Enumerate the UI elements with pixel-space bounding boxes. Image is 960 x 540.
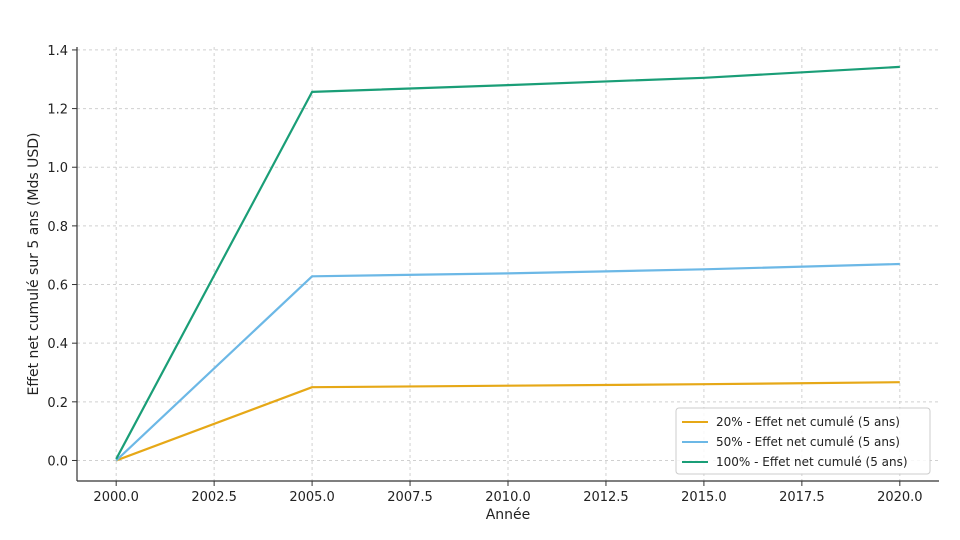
y-tick-label: 0.0: [47, 454, 68, 469]
grid: [77, 47, 939, 481]
x-tick-label: 2000.0: [93, 490, 139, 505]
y-tick-label: 1.4: [47, 44, 68, 59]
legend-box: [675, 407, 931, 475]
x-axis-title: Année: [486, 507, 531, 523]
legend-label-100pct: 100% - Effet net cumulé (5 ans): [716, 455, 908, 469]
y-tick-label: 0.6: [47, 279, 68, 294]
series-lines: [115, 65, 900, 462]
series-line-100pct: [115, 65, 900, 460]
x-tick-label: 2007.5: [387, 490, 433, 505]
x-tick-label: 2010.0: [485, 490, 531, 505]
y-tick-label: 1.0: [47, 161, 68, 176]
y-tick-label: 0.2: [47, 396, 68, 411]
legend: 20% - Effet net cumulé (5 ans) 50% - Eff…: [675, 407, 931, 475]
x-tick-label: 2005.0: [289, 490, 335, 505]
x-tick-label: 2020.0: [877, 490, 923, 505]
y-tick-label: 0.4: [47, 337, 68, 352]
y-tick-label: 0.8: [47, 220, 68, 235]
x-tick-label: 2015.0: [681, 490, 727, 505]
legend-label-50pct: 50% - Effet net cumulé (5 ans): [716, 435, 900, 449]
series-line-50pct: [115, 262, 900, 462]
x-tick-label: 2012.5: [583, 490, 629, 505]
series-line-20pct: [115, 381, 900, 462]
y-tick-labels: 0.0 0.2 0.4 0.6 0.8 1.0 1.2 1.4: [47, 44, 68, 470]
x-tick-label: 2017.5: [779, 490, 825, 505]
axes: [72, 47, 939, 486]
x-tick-labels: 2000.0 2002.5 2005.0 2007.5 2010.0 2012.5 2015…: [93, 490, 922, 505]
y-axis-title: Effet net cumulé sur 5 ans (Mds USD): [26, 133, 42, 396]
y-tick-label: 1.2: [47, 103, 68, 118]
x-tick-label: 2002.5: [191, 490, 237, 505]
legend-label-20pct: 20% - Effet net cumulé (5 ans): [716, 415, 900, 429]
